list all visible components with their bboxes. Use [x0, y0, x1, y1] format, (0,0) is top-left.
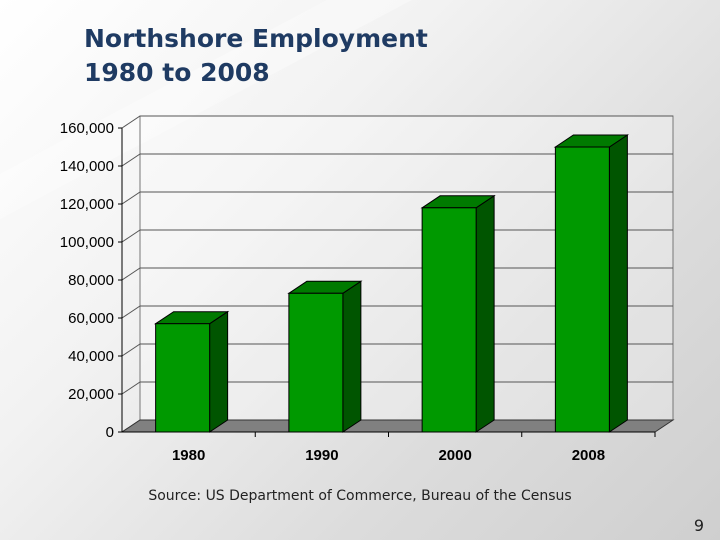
bar-1980: [153, 310, 230, 433]
slide-title: Northshore Employment 1980 to 2008: [84, 22, 428, 90]
y-tick-label: 20,000: [68, 386, 114, 403]
bar-side: [608, 134, 628, 433]
y-tick-label: 80,000: [68, 272, 114, 289]
page-number: 9: [693, 516, 704, 535]
gridline: [121, 229, 673, 243]
gridline: [121, 153, 673, 167]
title-line-1: Northshore Employment: [84, 24, 428, 53]
bars: [153, 134, 630, 433]
title-line-2: 1980 to 2008: [84, 58, 270, 87]
y-tick-label: 40,000: [68, 348, 114, 365]
bar-1990: [287, 280, 363, 433]
source-note: Source: US Department of Commerce, Burea…: [148, 488, 572, 504]
bar-2000: [420, 194, 496, 433]
bar-front: [421, 207, 477, 433]
x-tick-label: 2000: [438, 447, 471, 464]
bar-side: [475, 194, 495, 433]
y-tick-label: 160,000: [60, 120, 114, 137]
gridline: [121, 191, 673, 205]
y-tick-label: 0: [106, 424, 114, 441]
x-tick-labels: 1980 1990 2000 2008: [172, 447, 605, 464]
x-tick-label: 2008: [572, 447, 605, 464]
grid-lines: [121, 115, 674, 433]
y-tick-label: 60,000: [68, 310, 114, 327]
y-tick-labels: 0 20,000 40,000 60,000 80,000 100,000 120,000 1…: [60, 120, 114, 441]
y-tick-label: 140,000: [60, 158, 114, 175]
gridline: [121, 267, 673, 281]
bar-side: [342, 280, 362, 433]
bar-2008: [553, 134, 630, 433]
gridline: [121, 305, 673, 319]
gridline: [121, 381, 673, 395]
gridline: [121, 343, 673, 357]
bar-front: [155, 323, 211, 433]
x-tick-label: 1980: [172, 447, 205, 464]
y-tick-label: 120,000: [60, 196, 114, 213]
bar-front: [288, 292, 344, 433]
gridline: [121, 115, 673, 129]
bar-side: [209, 310, 229, 433]
bar-front: [554, 146, 610, 433]
y-tick-label: 100,000: [60, 234, 114, 251]
x-tick-label: 1990: [305, 447, 338, 464]
